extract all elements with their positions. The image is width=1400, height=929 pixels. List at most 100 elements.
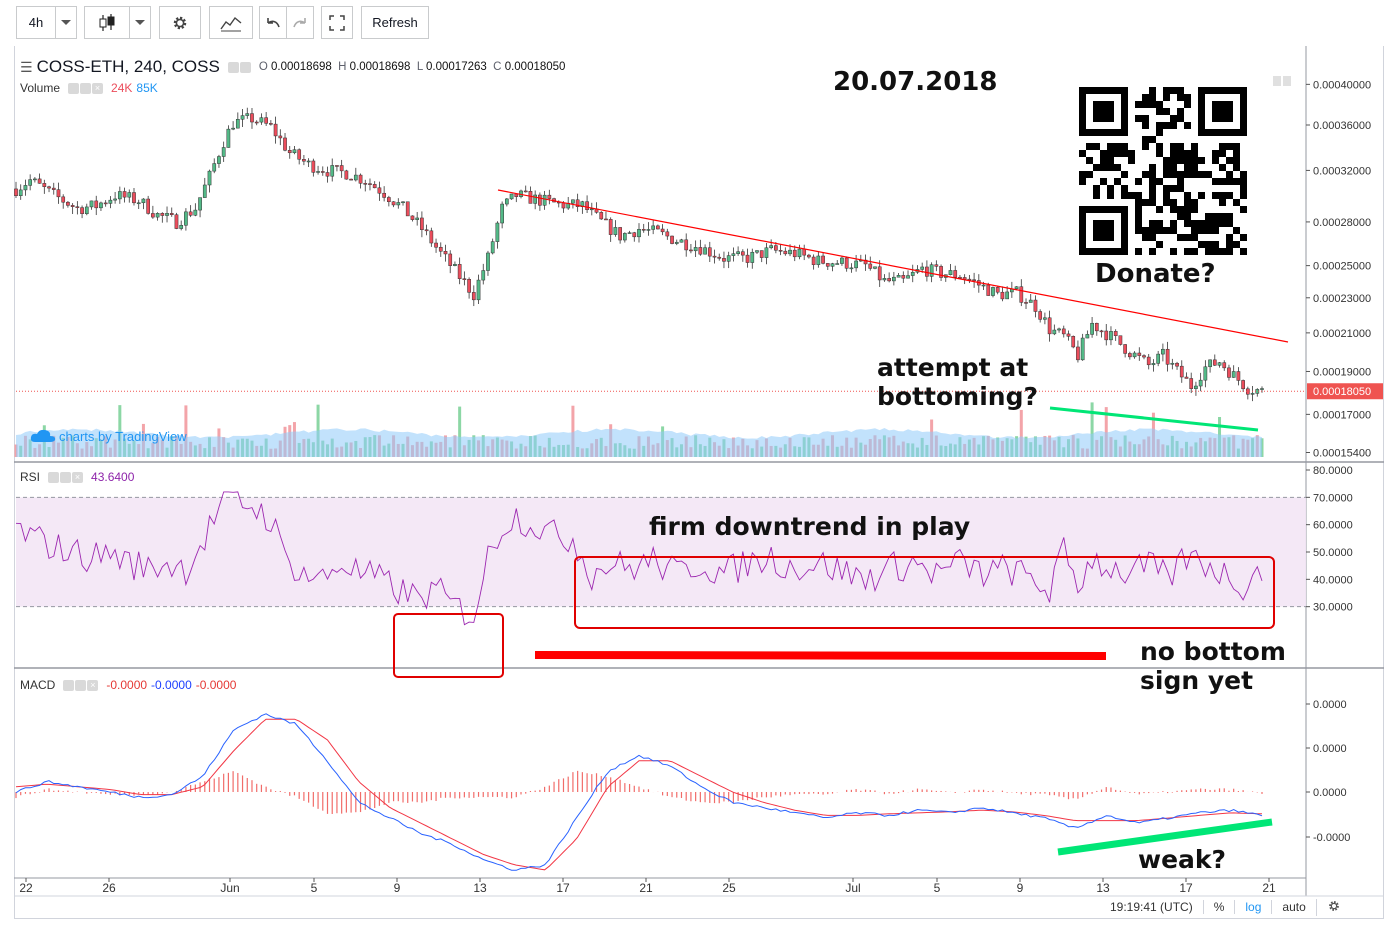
indicators-button[interactable] xyxy=(209,6,253,39)
time-tick-label: 21 xyxy=(1262,881,1276,895)
candle-body xyxy=(108,199,113,204)
candle-body xyxy=(1170,362,1175,365)
legend-controls[interactable]: × xyxy=(63,679,99,691)
candle-body xyxy=(1179,365,1184,378)
no-bottom-line-1: no bottom xyxy=(1140,637,1286,666)
candle-body xyxy=(1165,348,1170,365)
time-tick-label: 25 xyxy=(722,881,736,895)
candle-body xyxy=(953,270,958,278)
candle-body xyxy=(1217,362,1222,366)
candle-body xyxy=(250,113,254,123)
candle-body xyxy=(254,121,259,124)
candle-body xyxy=(339,165,344,172)
candle-body xyxy=(802,248,807,256)
candle-body xyxy=(47,186,51,189)
candle-body xyxy=(193,209,198,216)
price-tick-label: 0.00032000 xyxy=(1313,165,1371,177)
candle-body xyxy=(429,230,434,244)
legend-controls[interactable] xyxy=(227,61,251,73)
macd-tick-label: 0.0000 xyxy=(1313,743,1347,755)
candle-body xyxy=(1066,333,1071,337)
candle-body xyxy=(269,123,273,125)
no-bottom-line xyxy=(534,651,1107,660)
undo-button[interactable] xyxy=(259,6,287,39)
candle-body xyxy=(56,189,61,198)
candle-body xyxy=(1080,337,1085,361)
time-tick-label: 22 xyxy=(19,881,33,895)
candle-body xyxy=(528,190,533,204)
candle-body xyxy=(1137,352,1142,356)
candle-body xyxy=(353,174,358,181)
candle-body xyxy=(221,147,226,157)
candle-body xyxy=(1057,328,1061,331)
candle-body xyxy=(42,183,47,187)
volume-value: 24K xyxy=(111,81,133,95)
interval-button[interactable]: 4h xyxy=(16,6,56,39)
collapse-icon[interactable]: ☰ xyxy=(20,58,33,75)
settings-button[interactable] xyxy=(1315,898,1351,916)
candle-body xyxy=(122,191,127,198)
candle-body xyxy=(377,187,382,194)
candle-body xyxy=(1198,379,1203,387)
candle-body xyxy=(174,214,179,229)
legend-controls[interactable]: × xyxy=(68,82,104,94)
chart-type-dropdown[interactable] xyxy=(129,6,151,39)
candle-body xyxy=(764,247,769,258)
candle-body xyxy=(136,202,141,205)
fullscreen-icon xyxy=(329,14,345,31)
candle-body xyxy=(155,213,160,218)
candle-body xyxy=(18,189,23,196)
candles xyxy=(14,107,1264,402)
candle-body xyxy=(755,250,759,253)
candle-body xyxy=(1236,371,1241,381)
log-toggle[interactable]: log xyxy=(1234,900,1271,914)
settings-button[interactable] xyxy=(159,6,201,39)
candle-body xyxy=(896,275,901,278)
candle-body xyxy=(571,199,575,204)
refresh-button[interactable]: Refresh xyxy=(361,6,429,39)
candle-body xyxy=(302,159,306,162)
candle-body xyxy=(75,206,80,208)
oversold-box xyxy=(393,613,504,678)
candle-body xyxy=(774,245,778,251)
candle-body xyxy=(1127,353,1132,358)
chart-area[interactable] xyxy=(14,46,1384,919)
candle-body xyxy=(991,287,995,296)
candle-body xyxy=(958,276,962,279)
candle-body xyxy=(882,278,887,281)
candle-body xyxy=(844,257,849,269)
time-tick-label: 21 xyxy=(639,881,653,895)
rsi-legend: RSI × 43.6400 xyxy=(20,470,134,484)
candle-body xyxy=(920,266,925,270)
time-tick-label: 5 xyxy=(311,881,318,895)
candle-body xyxy=(1227,367,1231,378)
chevron-down-icon xyxy=(61,19,71,25)
legend-controls[interactable]: × xyxy=(48,471,84,483)
time-tick-label: Jun xyxy=(220,881,239,895)
candle-body xyxy=(660,228,665,233)
candle-body xyxy=(235,119,240,129)
candle-body xyxy=(604,218,608,221)
candle-body xyxy=(80,207,84,214)
candle-body xyxy=(769,245,774,249)
candle-body xyxy=(1000,291,1005,300)
redo-button[interactable] xyxy=(286,6,314,39)
time-tick-label: 9 xyxy=(1017,881,1024,895)
candle-body xyxy=(448,253,453,266)
candle-body xyxy=(547,194,552,199)
tradingview-watermark[interactable]: charts by TradingView xyxy=(30,428,187,444)
fullscreen-button[interactable] xyxy=(321,6,353,39)
macd-tick-label: 0.0000 xyxy=(1313,699,1347,711)
candle-body xyxy=(533,194,538,204)
auto-toggle[interactable]: auto xyxy=(1271,900,1315,914)
interval-dropdown[interactable] xyxy=(55,6,77,39)
candle-body xyxy=(51,187,56,190)
candle-body xyxy=(707,247,712,257)
candle-body xyxy=(476,279,481,301)
percent-toggle[interactable]: % xyxy=(1202,900,1235,914)
rsi-tick-label: 30.0000 xyxy=(1313,602,1353,614)
time-tick-label: 17 xyxy=(556,881,570,895)
candle-body xyxy=(599,212,604,220)
redo-icon xyxy=(293,17,306,27)
price-tick-label: 0.00019000 xyxy=(1313,366,1371,378)
